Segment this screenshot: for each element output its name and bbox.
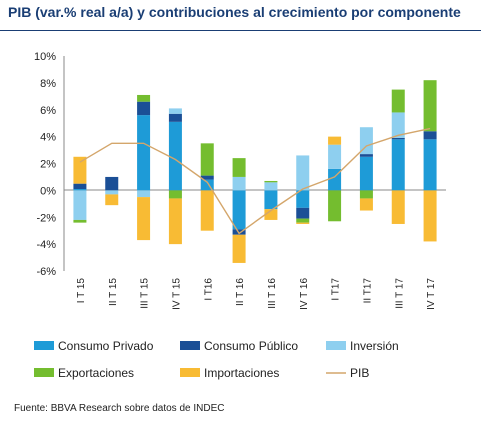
- legend-label: Consumo Privado: [58, 339, 154, 353]
- bar-segment: [200, 143, 214, 176]
- bar-segment: [423, 190, 437, 242]
- bar-segment: [359, 190, 373, 199]
- bar-segment: [423, 139, 437, 191]
- y-tick-label: 0%: [40, 185, 56, 197]
- bar-segment: [232, 158, 246, 177]
- bar-segment: [296, 218, 310, 223]
- bar-segment: [73, 219, 87, 223]
- legend-swatch: [326, 341, 346, 350]
- bar-segment: [232, 234, 246, 263]
- bar-segment: [296, 190, 310, 208]
- pib-line: [79, 127, 431, 235]
- x-tick-label: I T16: [203, 278, 214, 301]
- x-tick-label: II T 15: [108, 278, 119, 306]
- bar-segment: [296, 207, 310, 219]
- x-tick-label: III T 15: [140, 278, 151, 309]
- legend-swatch: [180, 341, 200, 350]
- bar-segment: [232, 190, 246, 230]
- bar-segment: [359, 156, 373, 191]
- bar-segment: [137, 115, 151, 191]
- bar-segment: [391, 89, 405, 113]
- bar-segment: [296, 222, 310, 224]
- bar-segment: [391, 139, 405, 191]
- y-tick-label: 10%: [34, 51, 56, 63]
- bar-segment: [73, 183, 87, 190]
- bar-segment: [105, 190, 119, 195]
- bar-segment: [200, 179, 214, 191]
- bar-segment: [264, 209, 278, 220]
- y-tick-label: -4%: [36, 239, 56, 251]
- bar-segment: [391, 190, 405, 224]
- legend-swatch: [180, 368, 200, 377]
- bar-segment: [328, 136, 342, 145]
- bar-segment: [73, 190, 87, 220]
- bar-segment: [200, 190, 214, 231]
- x-tick-label: II T 16: [235, 278, 246, 306]
- bar-segment: [296, 155, 310, 191]
- bar-segment: [105, 176, 119, 191]
- bar-segment: [232, 176, 246, 191]
- y-tick-label: -6%: [36, 266, 56, 278]
- x-tick-label: III T 17: [394, 278, 405, 309]
- legend-label: PIB: [350, 366, 369, 380]
- bar-segment: [168, 198, 182, 245]
- bar-segment: [423, 131, 437, 140]
- y-tick-label: 8%: [40, 78, 56, 90]
- bar-segment: [391, 137, 405, 140]
- x-tick-label: I T 15: [76, 278, 87, 304]
- bar-segment: [328, 190, 342, 222]
- bar-segment: [423, 80, 437, 132]
- y-tick-label: -2%: [36, 212, 56, 224]
- legend-label: Importaciones: [204, 366, 279, 380]
- x-tick-label: III T 16: [267, 278, 278, 309]
- bar-segment: [137, 101, 151, 116]
- bar-segment: [264, 180, 278, 183]
- bar-segment: [137, 94, 151, 102]
- bar-segment: [168, 113, 182, 122]
- bar-segment: [168, 121, 182, 191]
- bar-segment: [105, 194, 119, 206]
- bar-segment: [328, 144, 342, 169]
- x-tick-label: IV T 15: [171, 278, 182, 310]
- x-tick-label: II T17: [362, 278, 373, 304]
- y-tick-label: 2%: [40, 159, 56, 171]
- legend-swatch: [34, 341, 54, 350]
- y-tick-label: 4%: [40, 132, 56, 144]
- bar-segment: [73, 156, 87, 184]
- title-divider: [0, 30, 481, 31]
- bar-segment: [168, 190, 182, 199]
- bar-segment: [168, 108, 182, 114]
- legend-swatch: [34, 368, 54, 377]
- source-note: Fuente: BBVA Research sobre datos de IND…: [14, 403, 225, 414]
- bar-segment: [264, 190, 278, 210]
- x-tick-label: IV T 17: [426, 278, 437, 310]
- y-tick-label: 6%: [40, 105, 56, 117]
- bar-segment: [200, 175, 214, 180]
- bar-segment: [137, 197, 151, 241]
- x-tick-label: I T17: [331, 278, 342, 301]
- bar-segment: [359, 154, 373, 157]
- bar-segment: [359, 198, 373, 211]
- bar-segment: [359, 127, 373, 155]
- bar-segment: [137, 190, 151, 198]
- bar-segment: [391, 112, 405, 138]
- legend-label: Consumo Público: [204, 339, 298, 353]
- bar-segment: [232, 229, 246, 235]
- bar-segment: [73, 189, 87, 191]
- x-tick-label: IV T 16: [299, 278, 310, 310]
- legend-label: Exportaciones: [58, 366, 134, 380]
- legend-label: Inversión: [350, 339, 399, 353]
- bar-segment: [264, 182, 278, 191]
- chart-title: PIB (var.% real a/a) y contribuciones al…: [8, 4, 461, 20]
